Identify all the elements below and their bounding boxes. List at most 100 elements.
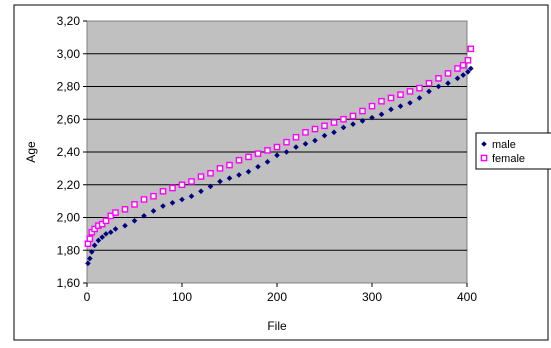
male-point <box>369 114 375 121</box>
male-point <box>468 65 474 72</box>
female-point <box>464 57 472 64</box>
female-point <box>340 115 347 123</box>
female-point <box>86 235 94 243</box>
female-point <box>406 88 414 95</box>
female-point <box>368 102 376 110</box>
female-point <box>254 150 262 157</box>
male-point <box>160 203 166 209</box>
y-tick-label: 2,80 <box>57 80 81 94</box>
male-point <box>388 106 394 113</box>
y-tick-label: 2,00 <box>57 211 81 225</box>
y-tick-label: 3,20 <box>57 14 81 28</box>
female-point <box>197 173 205 180</box>
series-female <box>84 45 475 248</box>
x-axis-ticks: 0 100 200 300 400 <box>84 283 477 304</box>
female-point <box>387 94 395 102</box>
female-point <box>378 97 385 105</box>
male-point <box>245 168 252 175</box>
male-point <box>331 129 337 136</box>
female-point <box>178 181 186 189</box>
female-point <box>235 156 243 164</box>
y-axis-ticks: 1,60 1,80 2,00 2,20 2,40 2,60 2,80 3,00 3,20 <box>57 14 87 290</box>
female-point <box>264 147 271 154</box>
female-point <box>349 112 357 120</box>
female-point <box>121 206 129 213</box>
male-point <box>378 111 385 118</box>
male-point <box>107 229 114 236</box>
x-tick-label: 400 <box>457 290 477 304</box>
male-point <box>131 217 138 224</box>
female-point <box>159 187 167 195</box>
female-point <box>102 217 110 225</box>
male-point <box>359 118 366 124</box>
female-point <box>283 138 290 146</box>
y-tick-label: 1,60 <box>57 276 81 290</box>
female-point <box>273 143 281 151</box>
female-point <box>169 184 176 192</box>
male-point <box>454 75 461 82</box>
y-tick-label: 2,20 <box>57 178 81 192</box>
female-point <box>321 122 328 130</box>
female-point <box>454 65 461 72</box>
legend: male female <box>475 132 551 170</box>
male-point <box>445 80 451 87</box>
male-point <box>179 196 185 203</box>
male-point <box>293 144 299 150</box>
female-point <box>112 209 119 216</box>
gridlines <box>87 53 467 251</box>
male-point <box>87 255 93 262</box>
male-point <box>435 83 442 90</box>
male-point <box>340 124 347 131</box>
male-point <box>397 103 404 109</box>
male-point <box>426 88 432 95</box>
male-point <box>255 163 261 170</box>
legend-label-female: female <box>492 153 525 165</box>
female-point <box>216 165 224 172</box>
female-point <box>188 178 195 185</box>
y-tick-label: 2,40 <box>57 145 81 159</box>
male-point <box>99 234 105 240</box>
female-point <box>207 169 214 177</box>
male-point <box>321 132 328 139</box>
y-tick-label: 3,00 <box>57 47 81 61</box>
x-tick-label: 0 <box>84 290 91 304</box>
male-point <box>103 231 109 237</box>
male-point <box>141 213 147 219</box>
female-point <box>292 133 300 141</box>
female-point <box>131 201 138 208</box>
male-point <box>85 260 91 267</box>
male-point <box>122 222 128 229</box>
female-point <box>311 125 319 133</box>
female-point <box>435 75 442 82</box>
female-point <box>444 70 452 77</box>
male-point <box>112 226 119 232</box>
male-point <box>283 149 290 155</box>
y-tick-label: 1,80 <box>57 243 81 257</box>
series-layer <box>84 45 475 267</box>
male-point <box>236 172 242 178</box>
x-tick-label: 100 <box>172 290 192 304</box>
female-point <box>226 161 233 169</box>
male-point <box>226 175 233 181</box>
x-axis-label: File <box>267 319 287 333</box>
female-point <box>416 84 423 92</box>
female-point <box>467 45 475 53</box>
series-male <box>85 65 474 267</box>
female-point <box>140 196 148 203</box>
male-point <box>460 72 466 78</box>
male-point <box>91 242 98 249</box>
y-axis-label: Age <box>24 141 38 163</box>
y-tick-label: 2,60 <box>57 112 81 126</box>
female-point <box>150 192 157 200</box>
male-point <box>302 141 309 147</box>
legend-marker-female <box>480 154 488 162</box>
male-point <box>274 152 280 159</box>
female-point <box>330 119 338 126</box>
male-point <box>150 208 157 214</box>
legend-label-male: male <box>492 139 516 151</box>
legend-box <box>475 132 551 170</box>
male-point <box>217 178 223 185</box>
male-point <box>312 137 318 144</box>
male-point <box>264 159 271 165</box>
